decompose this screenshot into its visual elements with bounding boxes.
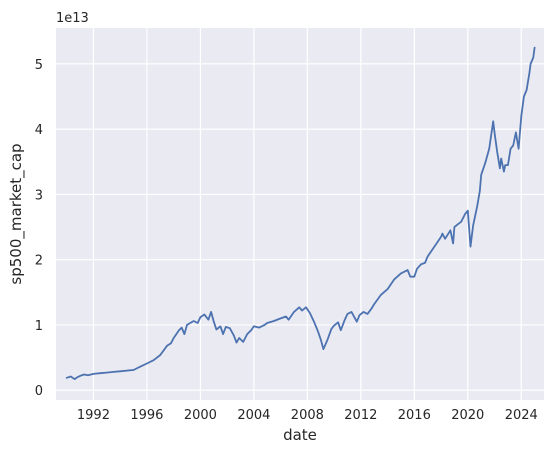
y-tick-label: 2	[35, 254, 43, 269]
x-tick-label: 2024	[505, 408, 538, 423]
plot-background	[56, 28, 544, 400]
x-tick-label: 2008	[291, 408, 324, 423]
x-tick-labels: 1992 1996 2000 2004 2008 2012 2016 2020 2024	[77, 408, 538, 423]
x-tick-label: 2020	[451, 408, 484, 423]
grid-lines	[56, 28, 544, 400]
y-tick-label: 0	[35, 384, 43, 399]
x-axis-label: date	[283, 426, 317, 444]
x-tick-label: 2000	[184, 408, 217, 423]
y-tick-label: 3	[35, 188, 43, 203]
y-tick-label: 1	[35, 319, 43, 334]
x-tick-label: 2016	[398, 408, 431, 423]
series-line-sp500-market-cap	[65, 46, 536, 381]
x-tick-label: 1996	[130, 408, 163, 423]
x-tick-label: 2012	[344, 408, 377, 423]
y-tick-label: 5	[35, 58, 43, 73]
y-tick-labels: 0 1 2 3 4 5	[35, 58, 43, 399]
x-tick-label: 1992	[77, 408, 110, 423]
y-tick-label: 4	[35, 123, 43, 138]
y-axis-label: sp500_market_cap	[7, 143, 26, 284]
y-offset-label: 1e13	[56, 11, 89, 26]
x-tick-label: 2004	[237, 408, 270, 423]
